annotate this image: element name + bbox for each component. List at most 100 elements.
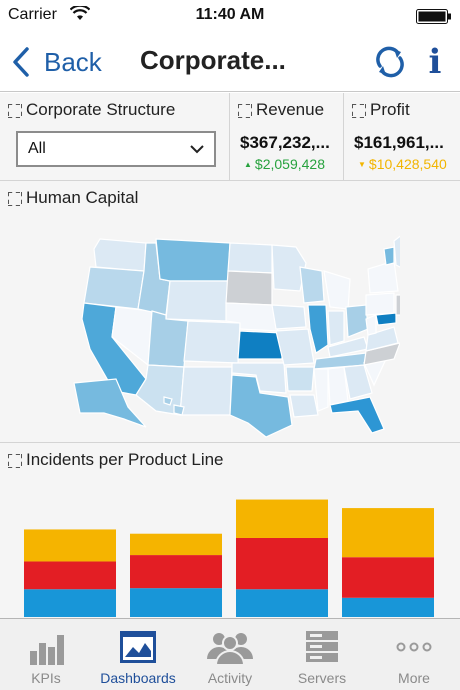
- state-wyoming: [165, 280, 229, 322]
- bar-segment-2-3[interactable]: [130, 533, 222, 556]
- state-virginia: [365, 326, 399, 352]
- navigation-bar: Back Corporate... i: [0, 32, 460, 92]
- status-time: 11:40 AM: [195, 6, 265, 23]
- people-icon: [207, 633, 253, 665]
- state-louisiana: [289, 394, 319, 418]
- state-indiana: [327, 310, 345, 346]
- human-capital-label: Human Capital: [26, 188, 139, 207]
- bar-segment-4-2[interactable]: [342, 557, 434, 598]
- wifi-icon: [70, 6, 90, 20]
- refresh-icon: [376, 46, 404, 78]
- bar-segment-3-3[interactable]: [236, 499, 328, 538]
- tab-kpis[interactable]: KPIs: [0, 619, 92, 690]
- bar-chart-icon: [30, 635, 64, 665]
- expand-icon[interactable]: [352, 104, 364, 116]
- state-wisconsin: [299, 266, 325, 304]
- state-vermont: [383, 246, 395, 266]
- battery-icon: [416, 9, 451, 24]
- human-capital-panel: Human Capital: [0, 181, 460, 443]
- state-new-york: [367, 260, 399, 294]
- state-hawaii: [163, 396, 185, 416]
- revenue-title: Revenue: [238, 100, 324, 120]
- state-pennsylvania: [365, 292, 395, 316]
- tab-activity-label: Activity: [207, 670, 253, 686]
- back-label: Back: [44, 46, 102, 77]
- bar-segment-4-3[interactable]: [342, 508, 434, 558]
- bar-segment-4-1[interactable]: [342, 597, 434, 617]
- revenue-value: $367,232,...: [240, 133, 330, 152]
- profit-title: Profit: [352, 100, 410, 120]
- chevron-left-icon: [13, 47, 29, 77]
- tab-bar: KPIs Dashboards Activity Servers: [0, 618, 460, 690]
- corporate-structure-label: Corporate Structure: [26, 100, 176, 119]
- profit-value: $161,961,...: [354, 133, 444, 152]
- state-new-jersey: [395, 294, 400, 316]
- corporate-structure-title: Corporate Structure: [8, 100, 175, 120]
- bar-segment-3-1[interactable]: [236, 589, 328, 617]
- tab-more[interactable]: More: [368, 619, 460, 690]
- tab-dashboards[interactable]: Dashboards: [92, 619, 184, 690]
- human-capital-title: Human Capital: [8, 188, 138, 208]
- revenue-panel[interactable]: Revenue $367,232,... ▲ $2,059,428: [230, 93, 344, 181]
- bar-segment-1-3[interactable]: [24, 529, 116, 562]
- state-north-dakota: [227, 242, 273, 274]
- state-west-virginia: [365, 314, 377, 336]
- servers-icon: [306, 631, 338, 662]
- incidents-title: Incidents per Product Line: [8, 450, 224, 470]
- info-icon: i: [428, 42, 442, 82]
- back-button[interactable]: Back: [12, 42, 102, 82]
- revenue-label: Revenue: [256, 100, 325, 119]
- bar-segment-2-2[interactable]: [130, 555, 222, 589]
- tab-activity[interactable]: Activity: [184, 619, 276, 690]
- tab-kpis-label: KPIs: [31, 670, 61, 686]
- carrier-label: Carrier: [8, 6, 57, 23]
- corporate-structure-select[interactable]: All: [16, 131, 216, 167]
- state-alaska: [73, 378, 147, 428]
- state-new-mexico: [179, 366, 233, 416]
- profit-delta: ▼ $10,428,540: [358, 156, 447, 172]
- corporate-structure-panel: Corporate Structure All: [0, 93, 230, 181]
- state-illinois: [307, 304, 329, 354]
- state-new-england: [393, 235, 400, 268]
- state-maryland: [375, 312, 397, 326]
- state-kansas: [237, 330, 283, 360]
- expand-icon[interactable]: [8, 192, 20, 204]
- dashboard-content: Corporate Structure All Revenue $367,232…: [0, 93, 460, 618]
- expand-icon[interactable]: [238, 104, 250, 116]
- state-mississippi: [313, 368, 329, 412]
- state-washington: [93, 238, 147, 272]
- bar-segment-1-2[interactable]: [24, 561, 116, 590]
- triangle-down-icon: ▼: [358, 159, 366, 169]
- tab-servers-label: Servers: [297, 670, 347, 686]
- expand-icon[interactable]: [8, 104, 20, 116]
- tab-more-label: More: [398, 670, 430, 686]
- state-colorado: [183, 320, 241, 364]
- profit-panel[interactable]: Profit $161,961,... ▼ $10,428,540: [344, 93, 460, 181]
- more-dots-icon: [396, 642, 432, 652]
- expand-icon[interactable]: [8, 454, 20, 466]
- info-button[interactable]: i: [420, 42, 450, 82]
- state-missouri: [275, 328, 315, 366]
- revenue-delta: ▲ $2,059,428: [244, 156, 325, 172]
- state-oregon: [83, 266, 145, 310]
- incidents-panel: Incidents per Product Line: [0, 443, 460, 618]
- incidents-bar-chart[interactable]: [0, 471, 460, 619]
- incidents-label: Incidents per Product Line: [26, 450, 224, 469]
- tab-servers[interactable]: Servers: [276, 619, 368, 690]
- profit-delta-value: $10,428,540: [368, 156, 447, 172]
- status-bar: Carrier 11:40 AM: [0, 0, 460, 32]
- state-texas: [229, 374, 293, 438]
- bar-segment-2-1[interactable]: [130, 588, 222, 617]
- page-title: Corporate...: [140, 45, 286, 75]
- refresh-button[interactable]: [372, 44, 408, 80]
- bar-segment-1-1[interactable]: [24, 589, 116, 617]
- state-arkansas: [285, 366, 315, 392]
- bar-segment-3-2[interactable]: [236, 537, 328, 590]
- select-value: All: [28, 140, 46, 157]
- state-georgia: [343, 364, 373, 400]
- revenue-delta-value: $2,059,428: [254, 156, 325, 172]
- triangle-up-icon: ▲: [244, 159, 252, 169]
- us-map[interactable]: [60, 219, 400, 439]
- state-south-dakota: [225, 270, 273, 306]
- state-ohio: [345, 304, 369, 338]
